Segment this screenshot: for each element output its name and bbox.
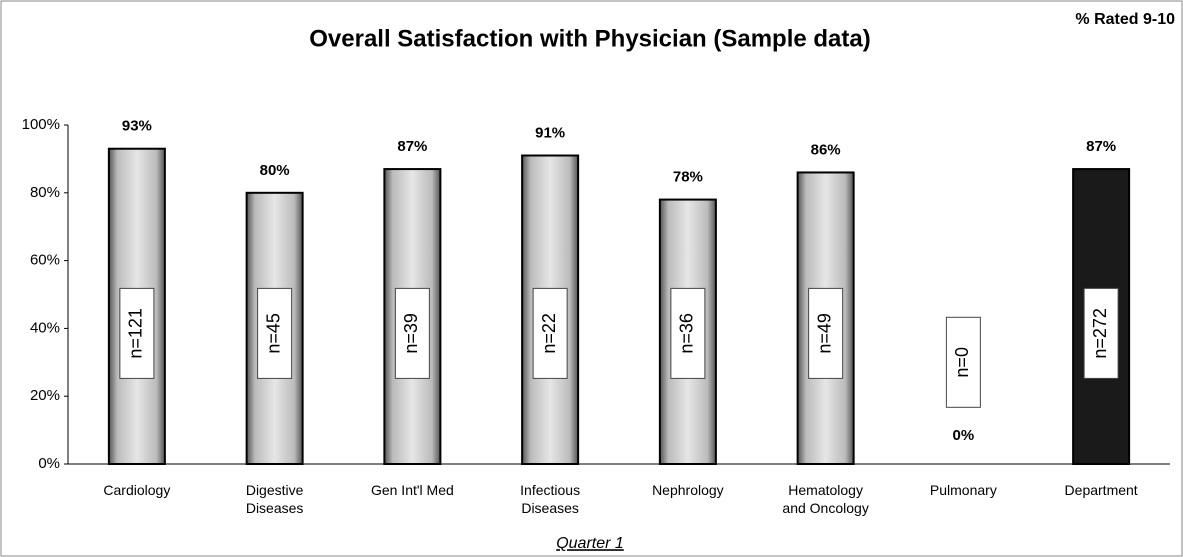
y-tick-label: 40% xyxy=(30,319,60,336)
value-label: 78% xyxy=(673,169,703,186)
y-tick-label: 0% xyxy=(38,455,60,472)
chart-title: Overall Satisfaction with Physician (Sam… xyxy=(309,25,871,52)
n-label-box xyxy=(394,287,430,379)
value-label: 93% xyxy=(122,118,152,135)
bar xyxy=(1072,168,1131,465)
bar xyxy=(658,198,717,466)
n-label-box xyxy=(945,316,981,408)
n-label: n=0 xyxy=(952,347,972,378)
n-label: n=49 xyxy=(814,313,834,354)
n-label: n=39 xyxy=(401,313,421,354)
x-tick-label: Department xyxy=(1064,482,1138,498)
x-tick-label: Digestive Diseases xyxy=(245,482,304,516)
value-label: 87% xyxy=(397,138,427,155)
value-label: 0% xyxy=(953,427,975,444)
x-tick-label: Nephrology xyxy=(652,482,724,498)
value-label: 91% xyxy=(535,124,565,141)
y-tick-label: 60% xyxy=(30,252,60,269)
x-tick-label: Gen Int'l Med xyxy=(370,482,454,498)
x-axis-label: Quarter 1 xyxy=(556,535,624,552)
n-label-box xyxy=(1083,287,1119,379)
n-label-box xyxy=(257,287,293,379)
y-tick-label: 20% xyxy=(30,387,60,404)
y-tick-label: 100% xyxy=(22,116,60,133)
n-label-box xyxy=(808,287,844,379)
value-label: 80% xyxy=(260,162,290,179)
n-label: n=272 xyxy=(1090,308,1110,359)
n-label-box xyxy=(119,287,155,379)
value-label: 87% xyxy=(1086,138,1116,155)
x-tick-label: Pulmonary xyxy=(929,482,997,498)
y-tick-label: 80% xyxy=(30,184,60,201)
n-label: n=45 xyxy=(263,313,283,354)
n-label: n=22 xyxy=(539,313,559,354)
x-tick-label: Infectious Diseases xyxy=(520,482,581,516)
value-label: 86% xyxy=(811,141,841,158)
n-label: n=36 xyxy=(677,313,697,354)
n-label-box xyxy=(532,287,568,379)
corner-note: % Rated 9-10 xyxy=(1075,11,1175,28)
x-tick-label: Hematology and Oncology xyxy=(782,482,869,516)
n-label-box xyxy=(670,287,706,379)
x-tick-label: Cardiology xyxy=(103,482,171,498)
n-label: n=121 xyxy=(126,308,146,359)
